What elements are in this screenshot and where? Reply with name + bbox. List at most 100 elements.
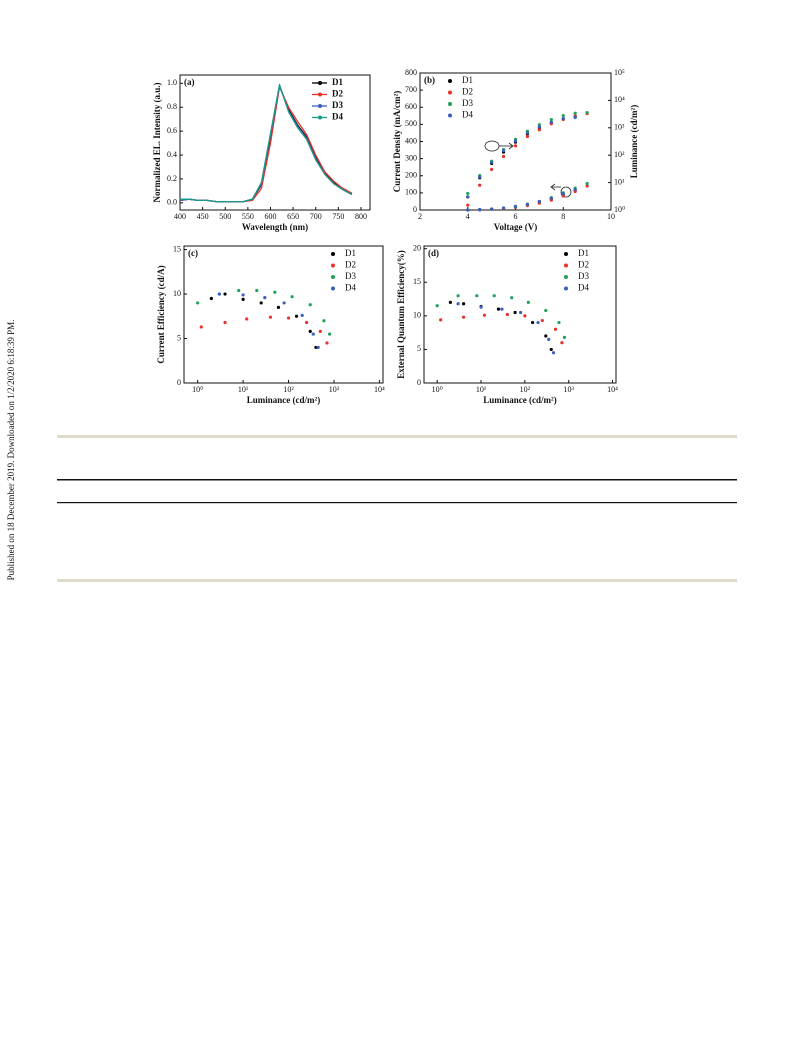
- y-tick-label: 0.2: [167, 174, 177, 183]
- legend-swatch: [448, 90, 452, 95]
- data-point: [492, 294, 496, 298]
- x-tick-label: 8: [561, 212, 565, 221]
- data-point: [560, 341, 564, 345]
- x-tick-label: 10³: [329, 385, 340, 394]
- data-point: [314, 345, 318, 350]
- data-point: [547, 337, 551, 341]
- data-point: [223, 320, 227, 325]
- x-axis-label: Voltage (V): [494, 222, 537, 232]
- data-point: [311, 332, 315, 336]
- data-point: [585, 181, 589, 186]
- rule: [57, 502, 737, 504]
- data-point: [325, 341, 329, 345]
- data-point: [513, 139, 518, 143]
- data-point: [223, 292, 227, 296]
- legend-label: D3: [332, 100, 343, 110]
- x-tick-label: 600: [264, 212, 276, 221]
- y2-tick-label: 10⁰: [614, 205, 625, 214]
- y-tick-label: 100: [405, 188, 417, 197]
- data-point: [561, 192, 565, 196]
- y-tick-label: 600: [405, 102, 417, 111]
- data-point: [544, 308, 548, 313]
- data-point: [523, 314, 527, 318]
- series-line: [179, 83, 353, 203]
- data-point: [255, 288, 259, 293]
- data-point: [435, 304, 439, 308]
- data-point: [466, 191, 470, 196]
- legend-swatch: [331, 263, 335, 268]
- data-point: [573, 187, 577, 192]
- annotation: [484, 140, 572, 198]
- data-point: [525, 131, 530, 135]
- y-tick-label: 15: [173, 244, 181, 253]
- x-axis-label: Luminance (cd/m²): [247, 395, 320, 405]
- series-line: [179, 84, 353, 203]
- data-point: [501, 154, 506, 159]
- legend-label: D4: [462, 110, 473, 120]
- y-tick-label: 500: [405, 119, 417, 128]
- data-point: [466, 208, 470, 212]
- legend-label: D3: [462, 98, 473, 108]
- data-point: [286, 316, 291, 320]
- y2-tick-label: 10³: [614, 123, 625, 132]
- data-point: [308, 329, 312, 334]
- data-point: [276, 305, 281, 309]
- legend-swatch: [448, 102, 452, 106]
- x-tick-label: 450: [197, 212, 209, 221]
- legend-swatch: [318, 92, 322, 97]
- x-tick-label: 10: [607, 212, 615, 221]
- y-tick-label: 700: [405, 85, 417, 94]
- legend-swatch: [448, 79, 452, 83]
- y-tick-label: 0: [417, 378, 421, 387]
- legend-label: D3: [578, 271, 589, 281]
- plot-frame: [183, 245, 384, 384]
- plot-frame: [179, 74, 371, 211]
- legend-label: D1: [345, 248, 356, 258]
- data-point: [553, 327, 558, 331]
- data-point: [466, 203, 470, 207]
- data-point: [273, 290, 277, 294]
- data-point: [199, 325, 203, 329]
- y2-tick-label: 10⁵: [614, 68, 625, 77]
- legend-swatch: [318, 81, 322, 85]
- y-tick-label: 0: [413, 205, 417, 214]
- data-point: [490, 160, 494, 164]
- legend-label: D1: [332, 77, 343, 87]
- data-point: [490, 167, 494, 172]
- data-point: [318, 329, 322, 334]
- y-tick-label: 800: [405, 68, 417, 77]
- data-point: [322, 319, 326, 323]
- data-point: [490, 207, 494, 211]
- data-point: [530, 320, 535, 325]
- y-tick-label: 0: [177, 378, 181, 387]
- x-tick-label: 10¹: [238, 385, 249, 394]
- legend-swatch: [564, 252, 568, 256]
- data-point: [290, 295, 294, 299]
- y-tick-label: 0.4: [167, 150, 177, 159]
- data-point: [196, 301, 200, 305]
- panel-label: (a): [184, 77, 195, 87]
- y-axis-label: Normalized EL. Intensity (a.u.): [152, 83, 162, 203]
- data-point: [268, 315, 273, 319]
- data-point: [496, 307, 501, 311]
- rule: [57, 579, 737, 582]
- x-tick-label: 750: [332, 212, 344, 221]
- y-tick-label: 5: [417, 344, 421, 353]
- panel-label: (b): [424, 75, 435, 85]
- data-point: [241, 293, 245, 297]
- y-tick-label: 0.8: [167, 102, 177, 111]
- data-point: [561, 113, 565, 118]
- x-axis-label: Luminance (cd/m²): [483, 395, 556, 405]
- data-point: [209, 296, 213, 301]
- data-point: [456, 294, 460, 298]
- data-point: [478, 175, 482, 179]
- legend-label: D4: [332, 112, 343, 122]
- data-point: [525, 202, 530, 206]
- y-axis-label: Current Efficiency (cd/A): [156, 265, 166, 363]
- data-point: [549, 120, 553, 124]
- data-point: [308, 303, 312, 307]
- data-point: [241, 297, 245, 301]
- y2-tick-label: 10⁴: [614, 95, 625, 104]
- x-tick-label: 10⁰: [432, 385, 443, 394]
- data-point: [544, 334, 548, 338]
